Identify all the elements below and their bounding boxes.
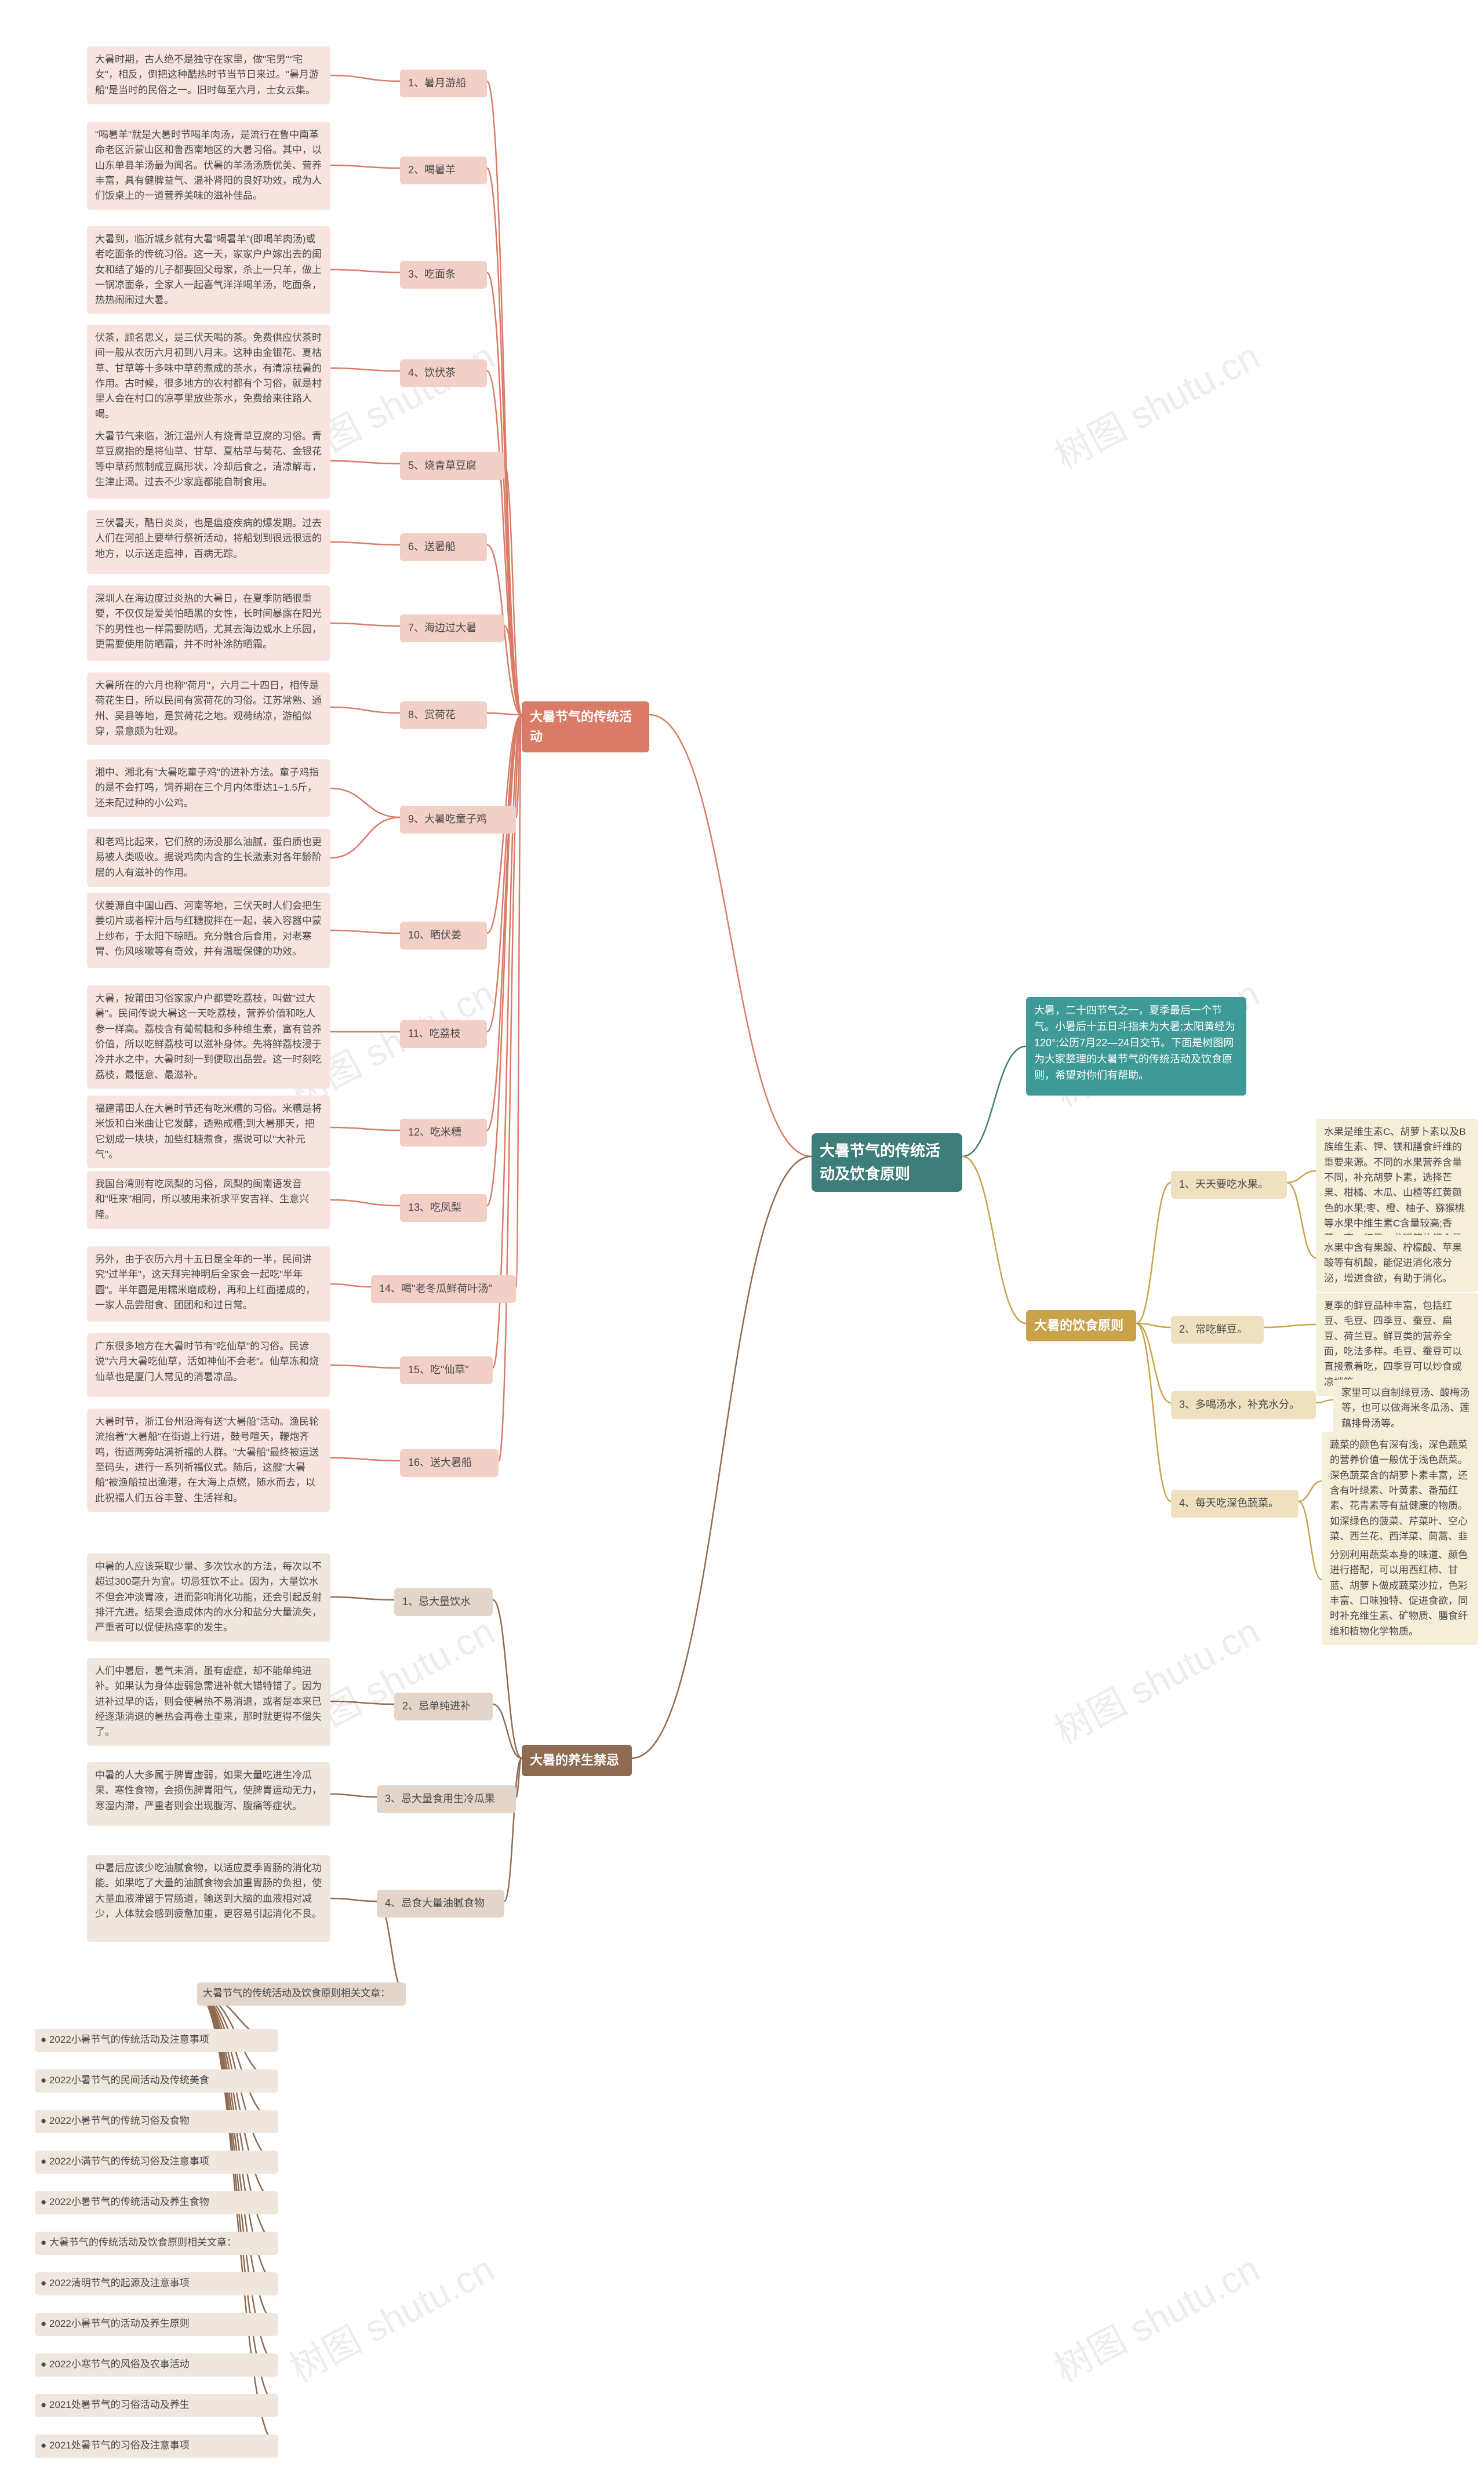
sub-node: 3、吃面条	[400, 261, 487, 289]
related-item[interactable]: ● 2022小暑节气的民间活动及传统美食	[35, 2069, 278, 2093]
leaf-node: 和老鸡比起来，它们熬的汤没那么油腻，蛋白质也更易被人类吸收。据说鸡肉内含的生长激…	[87, 829, 330, 887]
mindmap-canvas: 树图 shutu.cn 树图 shutu.cn 树图 shutu.cn 树图 shut…	[0, 0, 1484, 2485]
leaf-node: 另外，由于农历六月十五日是全年的一半，民间讲究"过半年"，这天拜完神明后全家会一…	[87, 1246, 330, 1322]
leaf-node: 大暑，按莆田习俗家家户户都要吃荔枝，叫做"过大暑"。民间传说大暑这一天吃荔枝，营…	[87, 985, 330, 1089]
leaf-node: 大暑时期，古人绝不是独守在家里，做"宅男""宅女"，相反，倒把这种酷热时节当节日…	[87, 46, 330, 104]
leaf-node: 三伏暑天，酷日炎炎，也是瘟疫疾病的爆发期。过去人们在河船上要举行祭祈活动，将船划…	[87, 510, 330, 574]
sub-node: 4、每天吃深色蔬菜。	[1171, 1490, 1298, 1518]
leaf-node: 人们中暑后，暑气未消，虽有虚症，却不能单纯进补。如果认为身体虚弱急需进补就大错特…	[87, 1658, 330, 1746]
sub-node: 2、喝暑羊	[400, 157, 487, 184]
sub-node: 10、晒伏姜	[400, 922, 487, 949]
sub-node: 11、吃荔枝	[400, 1020, 487, 1048]
sub-node: 16、送大暑船	[400, 1449, 499, 1477]
related-item[interactable]: ● 2022小暑节气的传统活动及养生食物	[35, 2191, 278, 2214]
related-item[interactable]: ● 2021处暑节气的习俗及注意事项	[35, 2435, 278, 2458]
related-item[interactable]: ● 2022小暑节气的传统活动及注意事项	[35, 2029, 278, 2052]
leaf-node: 分别利用蔬菜本身的味道、颜色进行搭配，可以用西红柿、甘蓝、胡萝卜做成蔬菜沙拉，色…	[1322, 1542, 1478, 1645]
sub-node: 12、吃米糟	[400, 1119, 487, 1147]
related-item[interactable]: ● 2022小满节气的传统习俗及注意事项	[35, 2151, 278, 2174]
related-heading: 大暑节气的传统活动及饮食原则相关文章：	[197, 1982, 406, 2006]
sub-node: 7、海边过大暑	[400, 614, 504, 642]
related-item[interactable]: ● 2022小寒节气的风俗及农事活动	[35, 2353, 278, 2377]
watermark: 树图 shutu.cn	[1044, 1602, 1268, 1755]
related-item[interactable]: ● 大暑节气的传统活动及饮食原则相关文章：	[35, 2232, 278, 2255]
watermark: 树图 shutu.cn	[279, 2240, 503, 2392]
sub-node: 9、大暑吃童子鸡	[400, 806, 516, 834]
sub-node: 15、吃"仙草"	[400, 1356, 493, 1384]
leaf-node: 水果中含有果酸、柠檬酸、苹果酸等有机酸，能促进消化液分泌，增进食欲，有助于消化。	[1316, 1235, 1478, 1292]
related-item[interactable]: ● 2021处暑节气的习俗活动及养生	[35, 2394, 278, 2417]
leaf-node: 深圳人在海边度过炎热的大暑日，在夏季防晒很重要，不仅仅是爱美怕晒黑的女性，长时间…	[87, 585, 330, 661]
sub-node: 5、烧青草豆腐	[400, 452, 504, 480]
sub-node: 4、忌食大量油腻食物	[377, 1890, 504, 1918]
leaf-node: 伏姜源自中国山西、河南等地，三伏天时人们会把生姜切片或者榨汁后与红糖搅拌在一起，…	[87, 893, 330, 968]
sub-node: 3、多喝汤水，补充水分。	[1171, 1391, 1316, 1419]
sub-node: 8、赏荷花	[400, 701, 487, 729]
leaf-node: 福建莆田人在大暑时节还有吃米糟的习俗。米糟是将米饭和白米曲让它发酵，透熟成糟;到…	[87, 1096, 330, 1168]
branch-node: 大暑节气的传统活动	[522, 701, 649, 752]
leaf-node: 中暑后应该少吃油腻食物，以适应夏季胃肠的消化功能。如果吃了大量的油腻食物会加重胃…	[87, 1855, 330, 1942]
leaf-node: 大暑到，临沂城乡就有大暑"喝暑羊"(即喝羊肉汤)或者吃面条的传统习俗。这一天，家…	[87, 226, 330, 314]
sub-node: 13、吃凤梨	[400, 1194, 487, 1222]
leaf-node: 大暑节气来临，浙江温州人有烧青草豆腐的习俗。青草豆腐指的是将仙草、甘草、夏枯草与…	[87, 423, 330, 499]
related-item[interactable]: ● 2022清明节气的起源及注意事项	[35, 2272, 278, 2295]
leaf-node: 家里可以自制绿豆汤、酸梅汤等，也可以做海米冬瓜汤、莲藕排骨汤等。	[1333, 1380, 1478, 1437]
leaf-node: 大暑所在的六月也称"荷月"，六月二十四日，相传是荷花生日，所以民间有赏荷花的习俗…	[87, 672, 330, 745]
leaf-node: 中暑的人应该采取少量、多次饮水的方法，每次以不超过300毫升为宜。切忌狂饮不止。…	[87, 1553, 330, 1642]
branch-node: 大暑的养生禁忌	[522, 1745, 632, 1776]
sub-node: 1、忌大量饮水	[394, 1588, 493, 1616]
sub-node: 4、饮伏茶	[400, 359, 487, 387]
intro-node: 大暑，二十四节气之一，夏季最后一个节气。小暑后十五日斗指未为大暑;太阳黄经为12…	[1026, 997, 1246, 1096]
leaf-node: 大暑时节，浙江台州沿海有送"大暑船"活动。渔民轮流抬着"大暑船"在街道上行进，鼓…	[87, 1409, 330, 1512]
branch-node: 大暑的饮食原则	[1026, 1310, 1136, 1341]
leaf-node: 中暑的人大多属于脾胃虚弱，如果大量吃进生冷瓜果、寒性食物，会损伤脾胃阳气，使脾胃…	[87, 1762, 330, 1826]
related-item[interactable]: ● 2022小暑节气的传统习俗及食物	[35, 2110, 278, 2133]
related-item[interactable]: ● 2022小暑节气的活动及养生原则	[35, 2313, 278, 2336]
sub-node: 1、天天要吃水果。	[1171, 1171, 1287, 1199]
leaf-node: 伏茶，顾名思义，是三伏天喝的茶。免费供应伏茶时间一般从农历六月初到八月末。这种由…	[87, 325, 330, 428]
leaf-node: 我国台湾则有吃凤梨的习俗，凤梨的闽南语发音和"旺来"相同，所以被用来祈求平安吉祥…	[87, 1171, 330, 1229]
sub-node: 3、忌大量食用生冷瓜果	[377, 1785, 516, 1813]
sub-node: 1、暑月游船	[400, 70, 487, 97]
watermark: 树图 shutu.cn	[1044, 2240, 1268, 2392]
sub-node: 6、送暑船	[400, 533, 487, 561]
sub-node: 14、喝"老冬瓜鲜荷叶汤"	[371, 1275, 516, 1303]
root-node: 大暑节气的传统活动及饮食原则	[812, 1133, 962, 1192]
watermark: 树图 shutu.cn	[1044, 327, 1268, 479]
sub-node: 2、常吃鲜豆。	[1171, 1316, 1264, 1344]
sub-node: 2、忌单纯进补	[394, 1693, 493, 1720]
leaf-node: 湘中、湘北有"大暑吃童子鸡"的进补方法。童子鸡指的是不会打鸣，饲养期在三个月内体…	[87, 759, 330, 817]
leaf-node: "喝暑羊"就是大暑时节喝羊肉汤，是流行在鲁中南革命老区沂蒙山区和鲁西南地区的大暑…	[87, 122, 330, 210]
leaf-node: 广东很多地方在大暑时节有"吃仙草"的习俗。民谚说"六月大暑吃仙草，活如神仙不会老…	[87, 1333, 330, 1397]
